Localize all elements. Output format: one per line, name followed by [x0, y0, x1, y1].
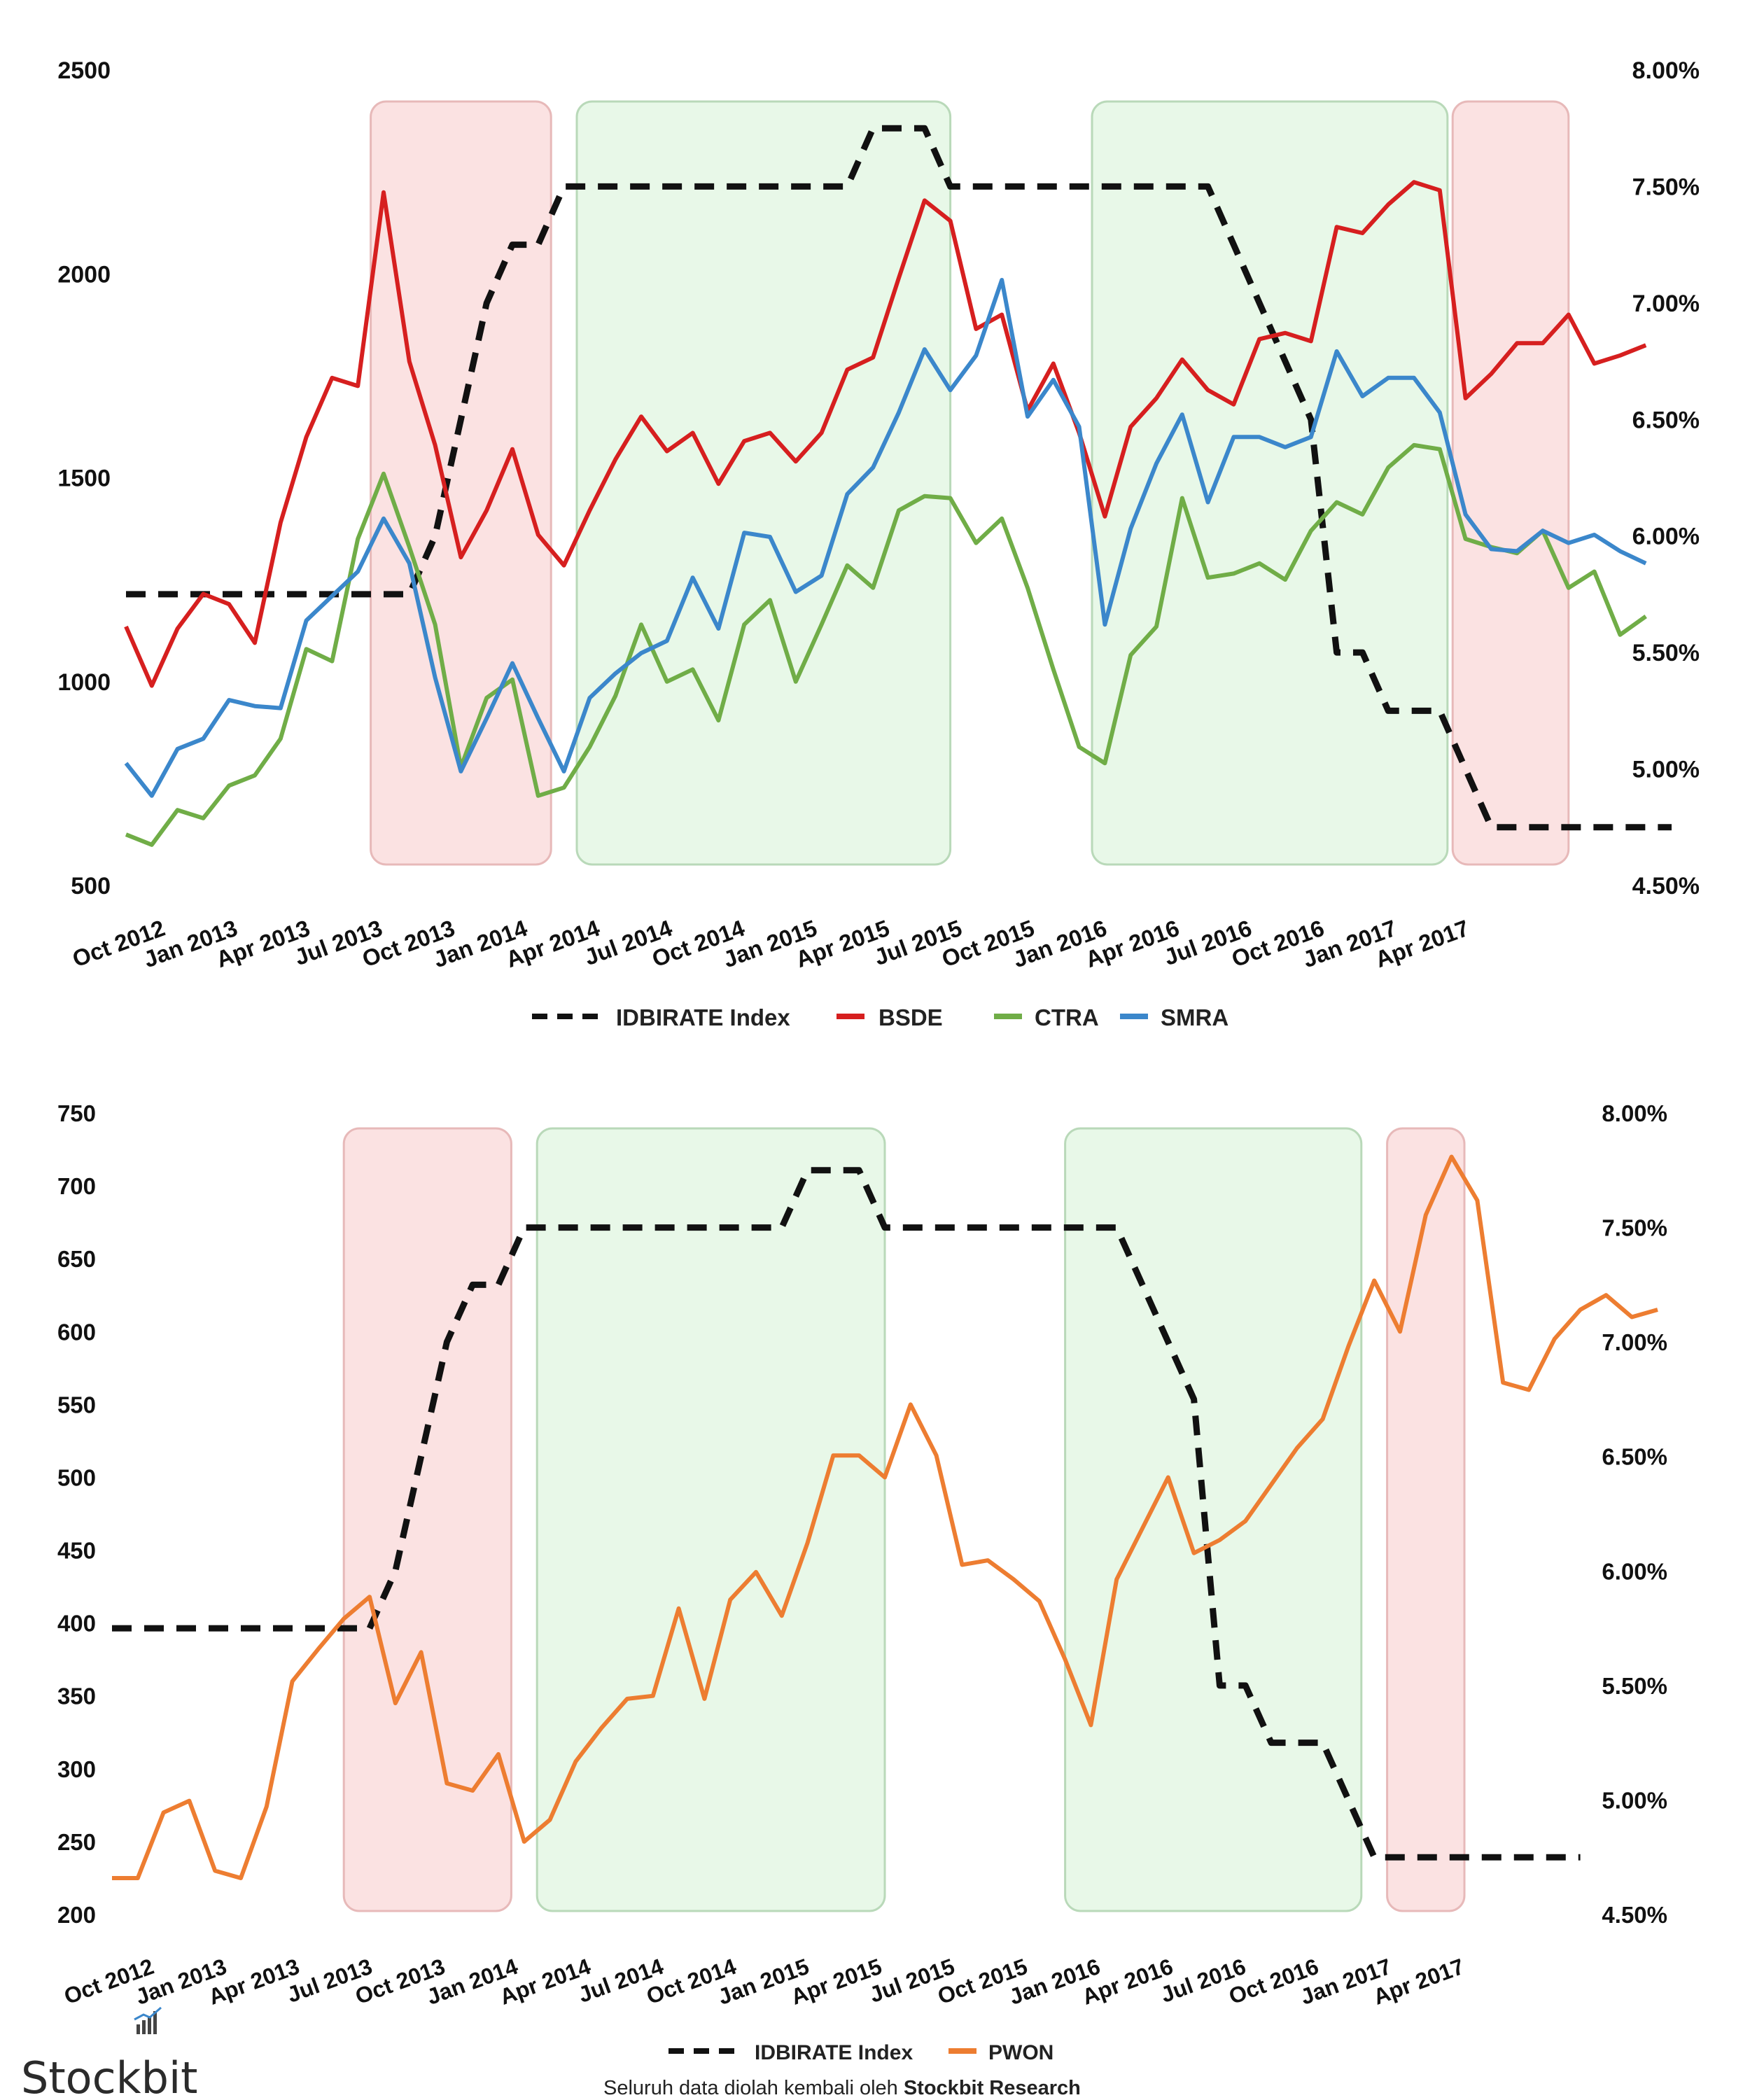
easing-period-band-1 [575, 100, 952, 866]
chart-1-series [124, 125, 1672, 847]
right-axis-tick-label: 7.50% [1632, 174, 1700, 200]
right-axis-tick-label: 6.00% [1602, 1558, 1667, 1584]
idbirate-series-line [126, 125, 1672, 831]
chart-2-right-axis: 4.50% 5.00% 5.50% 6.00% 6.50% 7.00% 7.50% 8.00% [1602, 1100, 1667, 1928]
right-axis-tick-label: 7.00% [1632, 290, 1700, 317]
left-axis-tick-label: 700 [57, 1173, 96, 1199]
right-axis-tick-label: 5.00% [1602, 1787, 1667, 1813]
easing-period-band-2 [1064, 1127, 1363, 1912]
easing-period-band-1 [536, 1127, 886, 1912]
right-axis-tick-label: 5.50% [1602, 1673, 1667, 1699]
ctra-series-line [125, 442, 1647, 847]
idbirate-series-line [112, 1167, 1581, 1861]
chart-bars-icon [134, 2006, 162, 2034]
logo-text: Stockbit [21, 2052, 197, 2100]
left-axis-tick-label: 1500 [57, 465, 111, 492]
right-axis-tick-label: 7.00% [1602, 1329, 1667, 1355]
left-axis-tick-label: 1000 [57, 669, 111, 696]
chart-2-legend: IDBIRATE Index PWON [668, 2041, 1054, 2064]
chart-2-left-axis: 200 250 300 350 400 450 500 550 600 650 700 750 [57, 1100, 96, 1928]
right-axis-tick-label: 4.50% [1602, 1902, 1667, 1928]
right-axis-tick-label: 7.50% [1602, 1215, 1667, 1241]
chart-1: 500 1000 1500 2000 2500 4.50% 5.00% 5.50% 6.00%… [57, 57, 1700, 972]
chart-2-shaded-periods [342, 1127, 1466, 1912]
right-axis-tick-label: 8.00% [1632, 57, 1700, 84]
right-axis-tick-label: 5.00% [1632, 757, 1700, 783]
chart-1-left-axis: 500 1000 1500 2000 2500 [57, 57, 111, 899]
left-axis-tick-label: 550 [57, 1392, 96, 1418]
smra-series-line [124, 278, 1647, 798]
easing-period-band-2 [1091, 100, 1449, 866]
footer-note: Seluruh data diolah kembali oleh Stockbi… [603, 2077, 1081, 2099]
left-axis-tick-label: 350 [57, 1684, 96, 1709]
legend-bsde-label: BSDE [878, 1004, 943, 1030]
legend-rate-label: IDBIRATE Index [755, 2041, 913, 2064]
left-axis-tick-label: 750 [57, 1100, 96, 1126]
left-axis-tick-label: 500 [71, 873, 111, 899]
chart-2: 200 250 300 350 400 450 500 550 600 650 700 750 4.5… [57, 1100, 1667, 2010]
pwon-series-line [112, 1154, 1658, 1880]
right-axis-tick-label: 6.50% [1602, 1444, 1667, 1470]
legend-pwon-label: PWON [988, 2041, 1054, 2064]
right-axis-tick-label: 5.50% [1632, 640, 1700, 666]
left-axis-tick-label: 500 [57, 1464, 96, 1490]
left-axis-tick-label: 450 [57, 1538, 96, 1564]
right-axis-tick-label: 6.50% [1632, 407, 1700, 433]
legend-rate-label: IDBIRATE Index [616, 1004, 790, 1030]
right-axis-tick-label: 8.00% [1602, 1100, 1667, 1126]
right-axis-tick-label: 6.00% [1632, 524, 1700, 550]
left-axis-tick-label: 650 [57, 1246, 96, 1272]
right-axis-tick-label: 4.50% [1632, 873, 1700, 899]
left-axis-tick-label: 400 [57, 1611, 96, 1637]
footer-prefix: Seluruh data diolah kembali oleh [603, 2077, 904, 2099]
left-axis-tick-label: 2500 [57, 57, 111, 84]
footer-bold: Stockbit Research [904, 2077, 1081, 2099]
bsde-series-line [124, 180, 1647, 688]
left-axis-tick-label: 600 [57, 1319, 96, 1345]
left-axis-tick-label: 250 [57, 1829, 96, 1855]
left-axis-tick-label: 2000 [57, 261, 111, 288]
left-axis-tick-label: 300 [57, 1756, 96, 1782]
chart-2-series [112, 1154, 1658, 1880]
tightening-period-band-3 [1386, 1127, 1466, 1912]
legend-smra-label: SMRA [1161, 1004, 1228, 1030]
chart-1-legend: IDBIRATE Index BSDE CTRA SMRA [532, 1004, 1228, 1030]
tightening-period-band-0 [342, 1127, 512, 1912]
stockbit-logo: Stockbit [21, 2006, 197, 2100]
legend-ctra-label: CTRA [1035, 1004, 1099, 1030]
chart-1-right-axis: 4.50% 5.00% 5.50% 6.00% 6.50% 7.00% 7.50% 8.00% [1632, 57, 1700, 899]
left-axis-tick-label: 200 [57, 1902, 96, 1928]
tightening-period-band-3 [1451, 100, 1570, 866]
